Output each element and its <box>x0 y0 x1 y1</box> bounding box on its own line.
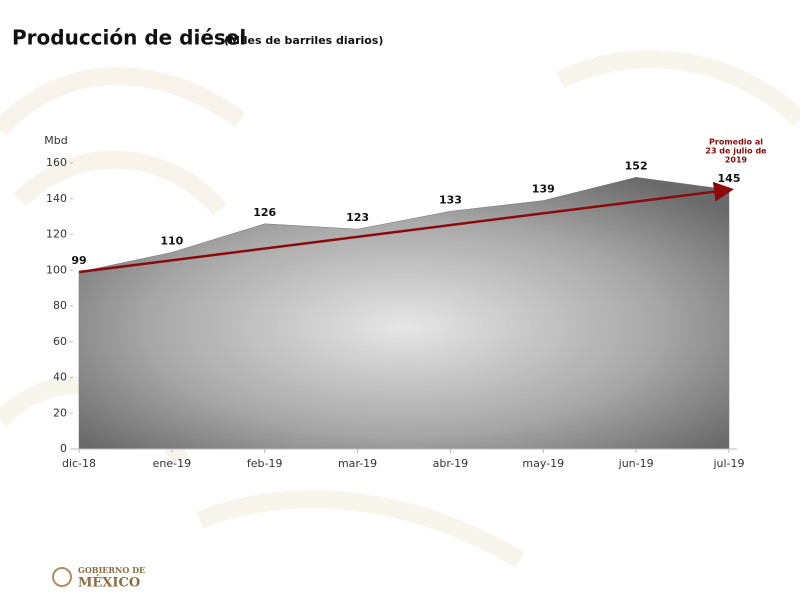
y-tick-label: 160 <box>46 156 67 169</box>
x-tick-label: feb-19 <box>247 457 283 470</box>
y-tick-label: 120 <box>46 228 67 241</box>
logo-emblem <box>52 567 72 587</box>
data-label: 139 <box>532 183 555 196</box>
y-axis-label: Mbd <box>44 134 67 147</box>
y-tick-label: 0 <box>60 442 67 455</box>
chart-subtitle: (Miles de barriles diarios) <box>224 34 383 47</box>
area <box>78 177 730 450</box>
data-label: 110 <box>160 234 183 247</box>
data-label: 126 <box>253 206 276 219</box>
x-tick-label: abr-19 <box>433 457 469 470</box>
y-tick-label: 140 <box>46 192 67 205</box>
trend-arrow <box>78 181 734 274</box>
y-tick-label: 100 <box>46 263 67 276</box>
x-tick-label: mar-19 <box>338 457 377 470</box>
y-tick-label: 40 <box>53 371 67 384</box>
annotation: Promedio al <box>709 138 763 147</box>
annotation: 2019 <box>725 156 748 165</box>
data-label: 99 <box>71 254 86 267</box>
y-tick-label: 80 <box>53 299 67 312</box>
x-tick-label: may-19 <box>522 457 564 470</box>
data-label: 145 <box>718 172 741 185</box>
y-tick-label: 60 <box>53 335 67 348</box>
logo-text: MÉXICO <box>78 575 140 591</box>
x-tick-label: jul-19 <box>712 457 744 470</box>
chart-title: Producción de diésel <box>12 26 246 50</box>
data-label: 152 <box>625 159 648 172</box>
x-tick-label: ene-19 <box>153 457 191 470</box>
data-label: 133 <box>439 193 462 206</box>
logo: GOBIERNO DE MÉXICO <box>52 565 145 591</box>
logo-text: GOBIERNO DE <box>78 565 145 575</box>
x-tick-label: dic-18 <box>62 457 96 470</box>
x-tick-label: jun-19 <box>618 457 654 470</box>
y-tick-label: 20 <box>53 406 67 419</box>
annotation: 23 de julio de <box>705 147 767 156</box>
data-label: 123 <box>346 211 369 224</box>
